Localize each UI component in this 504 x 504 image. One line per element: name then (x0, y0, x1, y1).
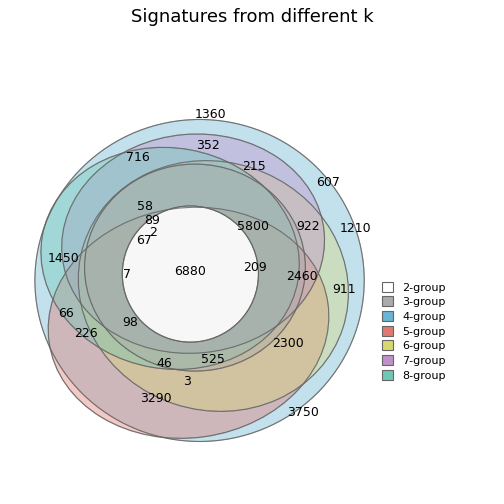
Text: 922: 922 (296, 220, 320, 233)
Text: 58: 58 (137, 201, 153, 213)
Ellipse shape (85, 164, 305, 371)
Text: 525: 525 (201, 353, 224, 366)
Legend: 2-group, 3-group, 4-group, 5-group, 6-group, 7-group, 8-group: 2-group, 3-group, 4-group, 5-group, 6-gr… (380, 280, 448, 383)
Text: 1210: 1210 (340, 222, 372, 234)
Text: 1450: 1450 (47, 252, 79, 265)
Text: 66: 66 (58, 307, 74, 320)
Text: 2: 2 (149, 226, 157, 239)
Text: 7: 7 (123, 268, 131, 281)
Text: 226: 226 (74, 327, 97, 340)
Text: 1360: 1360 (195, 108, 226, 121)
Text: 215: 215 (242, 160, 266, 173)
Text: 3750: 3750 (287, 406, 319, 418)
Text: 3290: 3290 (141, 392, 172, 405)
Text: 5800: 5800 (237, 220, 269, 233)
Text: 2460: 2460 (286, 270, 318, 283)
Ellipse shape (35, 119, 364, 442)
Text: 607: 607 (317, 175, 340, 188)
Text: 352: 352 (196, 139, 220, 152)
Ellipse shape (78, 161, 348, 411)
Text: 911: 911 (332, 283, 356, 296)
Text: 46: 46 (157, 357, 172, 370)
Title: Signatures from different k: Signatures from different k (131, 8, 373, 26)
Text: 67: 67 (137, 233, 152, 246)
Text: 716: 716 (126, 151, 150, 164)
Text: 209: 209 (243, 261, 267, 274)
Text: 98: 98 (122, 317, 139, 329)
Text: 6880: 6880 (174, 265, 206, 278)
Text: 2300: 2300 (272, 337, 304, 350)
Text: 3: 3 (183, 375, 191, 388)
Ellipse shape (48, 207, 329, 438)
Ellipse shape (61, 134, 325, 353)
Ellipse shape (41, 147, 299, 369)
Text: 89: 89 (144, 214, 160, 227)
Ellipse shape (122, 206, 259, 342)
